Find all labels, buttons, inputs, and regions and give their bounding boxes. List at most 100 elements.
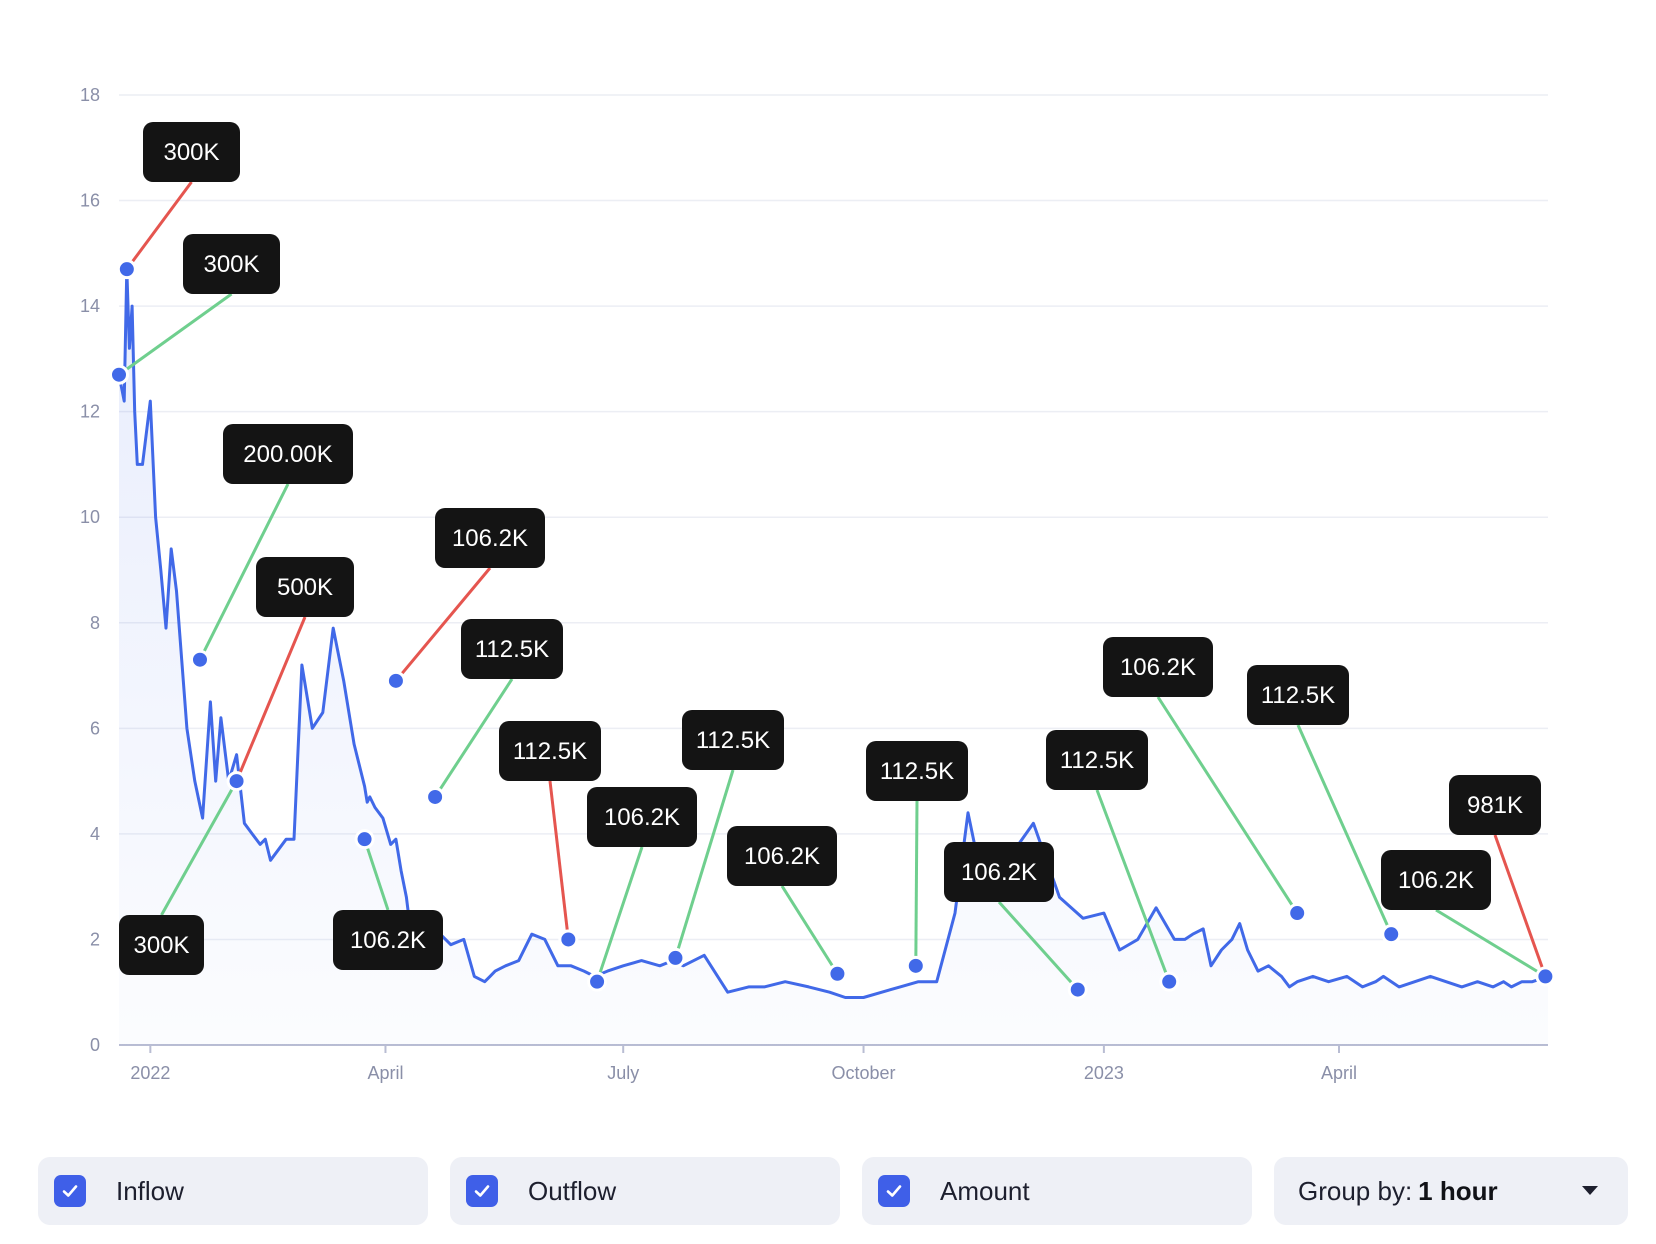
outflow-connector (394, 567, 492, 682)
annotation-label: 300K (203, 251, 259, 278)
flow-annotations: 300K 300K 200.00K 500K 300K 106.2K 112.5K 106.2… (119, 122, 1541, 975)
inflow-annotation: 106.2K (333, 910, 443, 970)
annotation-label: 106.2K (961, 859, 1037, 886)
annotation-badge (1381, 850, 1491, 910)
y-tick-label: 0 (90, 1035, 100, 1055)
outflow-annotation: 112.5K (499, 721, 601, 781)
y-tick-label: 18 (80, 85, 100, 105)
annotation-badge (435, 508, 545, 568)
inflow-connector (160, 780, 238, 916)
inflow-annotation: 300K (183, 234, 280, 294)
annotation-label: 112.5K (1060, 747, 1134, 774)
inflow-connector (1296, 724, 1393, 935)
check-icon (886, 1185, 902, 1197)
outflow-checkbox[interactable] (466, 1175, 498, 1207)
y-tick-label: 10 (80, 507, 100, 527)
inflow-annotation: 106.2K (587, 787, 697, 847)
data-point-marker (1287, 903, 1308, 924)
data-point-marker (385, 670, 406, 691)
check-icon (474, 1185, 490, 1197)
annotation-label: 500K (277, 574, 333, 601)
outflow-connector (548, 780, 570, 940)
data-point-marker (226, 771, 247, 792)
outflow-toggle[interactable]: Outflow (450, 1157, 840, 1225)
annotation-label: 112.5K (475, 636, 549, 663)
annotation-label: 106.2K (452, 525, 528, 552)
annotation-label: 106.2K (1120, 654, 1196, 681)
inflow-toggle[interactable]: Inflow (38, 1157, 428, 1225)
data-point-marker (827, 963, 848, 984)
y-tick-label: 4 (90, 824, 100, 844)
group-by-select[interactable]: Group by: 1 hour (1274, 1157, 1628, 1225)
annotation-badge (866, 741, 968, 801)
group-by-value: 1 hour (1418, 1175, 1498, 1206)
annotation-label: 106.2K (1398, 867, 1474, 894)
outflow-connector (235, 616, 307, 782)
inflow-label: Inflow (116, 1175, 184, 1206)
data-point-marker (1159, 971, 1180, 992)
data-point-marker (587, 971, 608, 992)
annotation-label: 112.5K (1261, 682, 1335, 709)
amount-toggle[interactable]: Amount (862, 1157, 1252, 1225)
annotation-label: 200.00K (243, 441, 332, 468)
inflow-annotation: 200.00K (223, 424, 353, 484)
annotation-badge (256, 557, 354, 617)
annotation-badge (682, 710, 784, 770)
inflow-annotation: 112.5K (866, 741, 968, 801)
annotation-badge (461, 619, 563, 679)
group-by-prefix: Group by: (1298, 1175, 1413, 1206)
data-point-marker (1067, 979, 1088, 1000)
x-tick-label: 2023 (1084, 1063, 1124, 1083)
x-tick-label: October (832, 1063, 896, 1083)
annotation-badge (944, 842, 1054, 902)
annotation-badge (499, 721, 601, 781)
inflow-connector (997, 900, 1079, 991)
inflow-checkbox[interactable] (54, 1175, 86, 1207)
inflow-annotation: 106.2K (1381, 850, 1491, 910)
chart-controls: Inflow Outflow Amount Group by: 1 hour (38, 1157, 1628, 1225)
y-tick-label: 2 (90, 929, 100, 949)
outflow-label: Outflow (528, 1175, 617, 1206)
y-tick-label: 8 (90, 613, 100, 633)
annotation-connectors (118, 181, 1547, 991)
annotation-label: 112.5K (513, 738, 587, 765)
annotation-badge (727, 826, 837, 886)
amount-checkbox[interactable] (878, 1175, 910, 1207)
inflow-connector (433, 678, 514, 798)
x-tick-label: 2022 (130, 1063, 170, 1083)
inflow-connector (780, 885, 839, 975)
annotation-label: 981K (1467, 792, 1523, 819)
annotation-badge (119, 915, 204, 975)
annotation-badge (587, 787, 697, 847)
inflow-connector (1435, 908, 1547, 978)
annotation-label: 106.2K (744, 843, 820, 870)
y-tick-label: 14 (80, 296, 100, 316)
annotation-label: 106.2K (604, 804, 680, 831)
annotation-badge (1046, 730, 1148, 790)
outflow-annotation: 500K (256, 557, 354, 617)
outflow-connector (1493, 834, 1547, 977)
inflow-connector (674, 769, 735, 959)
data-point-marker (665, 947, 686, 968)
data-point-marker (1381, 924, 1402, 945)
data-point-marker (558, 929, 579, 950)
y-tick-label: 16 (80, 191, 100, 211)
inflow-annotation: 112.5K (682, 710, 784, 770)
annotation-badge (1103, 637, 1213, 697)
check-icon (62, 1185, 78, 1197)
annotation-label: 112.5K (880, 758, 954, 785)
inflow-annotation: 112.5K (1046, 730, 1148, 790)
data-point-marker (354, 829, 375, 850)
y-axis: 0 2 4 6 8 10 12 14 16 18 (80, 85, 100, 1055)
x-tick-label: April (367, 1063, 403, 1083)
annotation-badge (143, 122, 240, 182)
annotation-badge (1247, 665, 1349, 725)
annotation-label: 106.2K (350, 927, 426, 954)
outflow-connector (125, 181, 193, 271)
y-tick-label: 12 (80, 402, 100, 422)
inflow-connector (1095, 789, 1171, 983)
amount-area (119, 269, 1548, 1045)
annotation-badge (1449, 775, 1541, 835)
inflow-annotation: 112.5K (1247, 665, 1349, 725)
data-markers (109, 259, 1556, 1000)
